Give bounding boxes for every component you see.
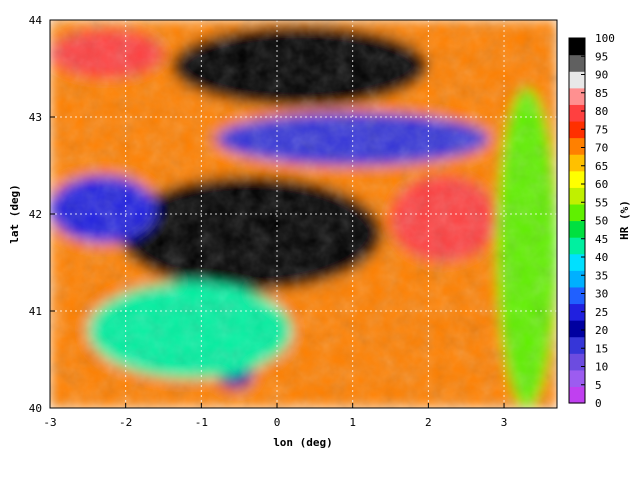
colorbar-tick-label-15: 75 [595,123,608,136]
colorbar-cell-3 [569,336,585,354]
colorbar-tick-label-16: 80 [595,105,608,118]
colorbar-cell-14 [569,154,585,172]
colorbar-label: HR (%) [618,200,631,240]
colorbar-cell-15 [569,137,585,155]
colorbar-cell-4 [569,320,585,338]
y-tick-label-3: 43 [29,111,42,124]
colorbar-tick-label-17: 85 [595,87,608,100]
colorbar-tick-label-3: 15 [595,342,608,355]
x-axis-ticks: -3 -2 -1 0 1 2 3 [43,403,507,429]
colorbar-tick-label-14: 70 [595,142,608,155]
y-tick-label-4: 44 [29,14,43,27]
x-tick-label-0: -3 [43,416,56,429]
colorbar-cell-2 [569,353,585,371]
colorbar-cell-10 [569,220,585,238]
colorbar-cell-8 [569,253,585,271]
colorbar-tick-label-4: 20 [595,324,608,337]
colorbar-tick-label-0: 0 [595,397,602,410]
x-tick-label-4: 1 [349,416,356,429]
colorbar: 0 5 10 15 20 25 30 35 40 45 50 55 60 65 70 75 80 85 90 95 10… [568,32,631,410]
colorbar-cell-9 [569,237,585,255]
colorbar-tick-label-18: 90 [595,69,608,82]
x-tick-label-2: -1 [195,416,208,429]
colorbar-cell-17 [569,104,585,122]
y-axis-ticks: 40 41 42 43 44 [29,14,55,415]
colorbar-tick-label-19: 95 [595,50,608,63]
colorbar-cell-0 [569,386,585,404]
colorbar-tick-label-5: 25 [595,306,608,319]
colorbar-cell-7 [569,270,585,288]
x-tick-label-6: 3 [501,416,508,429]
colorbar-tick-label-13: 65 [595,160,608,173]
colorbar-tick-label-8: 40 [595,251,608,264]
colorbar-tick-label-9: 45 [595,233,608,246]
texture-overlay [50,20,557,408]
y-axis-label: lat (deg) [8,184,21,244]
colorbar-cell-13 [569,170,585,188]
colorbar-cell-11 [569,203,585,222]
heatmap-area [50,20,557,408]
colorbar-tick-label-10: 50 [595,215,608,228]
colorbar-cell-6 [569,286,585,305]
colorbar-cell-20 [569,54,585,72]
colorbar-cells [569,38,585,404]
x-tick-label-3: 0 [274,416,281,429]
colorbar-tick-label-7: 35 [595,269,608,282]
colorbar-cell-12 [569,187,585,205]
y-tick-label-1: 41 [29,305,42,318]
colorbar-cell-16 [569,120,585,139]
colorbar-tick-label-11: 55 [595,196,608,209]
colorbar-ticks: 0 5 10 15 20 25 30 35 40 45 50 55 60 65 70 75 80 85 90 95 10… [581,32,615,410]
colorbar-tick-label-1: 5 [595,379,602,392]
colorbar-cell-21 [569,38,585,56]
x-axis-label: lon (deg) [273,436,333,449]
colorbar-tick-label-20: 100 [595,32,615,45]
colorbar-cell-19 [569,71,585,89]
x-tick-label-1: -2 [119,416,132,429]
colorbar-tick-label-6: 30 [595,288,608,301]
colorbar-tick-label-2: 10 [595,361,608,374]
colorbar-cell-1 [569,369,585,388]
colorbar-cell-18 [569,87,585,105]
x-tick-label-5: 2 [425,416,432,429]
colorbar-tick-label-12: 60 [595,178,608,191]
y-tick-label-0: 40 [29,402,42,415]
y-tick-label-2: 42 [29,208,42,221]
colorbar-cell-5 [569,303,585,321]
